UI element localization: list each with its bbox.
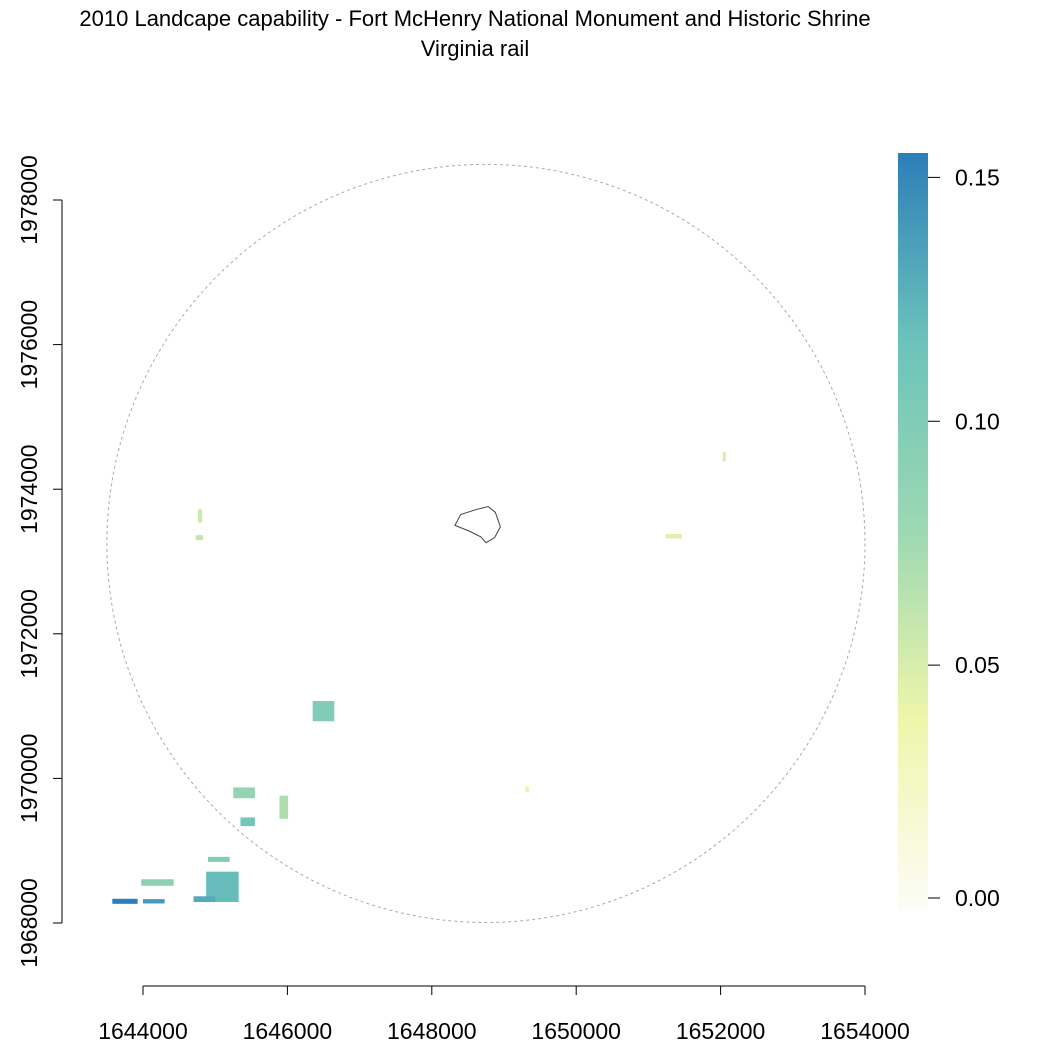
x-tick-label: 1646000 xyxy=(243,1018,333,1044)
y-tick-label: 1976000 xyxy=(16,300,42,390)
raster-patch xyxy=(312,701,335,722)
colorbar-tick-label: 0.15 xyxy=(955,164,1000,190)
buffer-circle xyxy=(106,163,866,923)
raster-patch xyxy=(112,898,138,904)
colorbar-gradient xyxy=(898,153,928,909)
x-tick-label: 1654000 xyxy=(820,1018,910,1044)
y-axis-ticks: 1968000 1970000 1972000 1974000 1976000 19780… xyxy=(16,155,62,968)
y-tick-label: 1970000 xyxy=(16,734,42,824)
raster-patch xyxy=(233,787,255,799)
raster-patch xyxy=(197,509,203,523)
chart-title: 2010 Landcape capability - Fort McHenry … xyxy=(79,6,870,31)
x-axis-ticks: 1644000 1646000 1648000 1650000 1652000 16540… xyxy=(98,986,910,1044)
y-tick-label: 1972000 xyxy=(16,589,42,679)
y-tick-label: 1974000 xyxy=(16,444,42,534)
colorbar-ticks: 0.00 0.05 0.10 0.15 xyxy=(928,164,1000,911)
chart-subtitle: Virginia rail xyxy=(421,36,529,61)
y-tick-label: 1968000 xyxy=(16,878,42,968)
raster-patch xyxy=(207,856,230,862)
raster-patch xyxy=(240,817,255,827)
raster-patch xyxy=(722,451,726,462)
colorbar-tick-label: 0.00 xyxy=(955,885,1000,911)
capability-raster xyxy=(112,451,726,904)
x-tick-label: 1652000 xyxy=(676,1018,766,1044)
raster-patch xyxy=(141,879,174,886)
park-boundary xyxy=(454,506,501,544)
raster-patch xyxy=(525,786,529,793)
color-legend: 0.00 0.05 0.10 0.15 xyxy=(898,153,1000,911)
x-tick-label: 1648000 xyxy=(387,1018,477,1044)
raster-patch xyxy=(195,535,203,541)
raster-patch xyxy=(193,896,216,903)
raster-patch xyxy=(279,795,289,819)
colorbar-tick-label: 0.05 xyxy=(955,652,1000,678)
x-tick-label: 1650000 xyxy=(531,1018,621,1044)
raster-patch xyxy=(143,899,165,904)
y-tick-label: 1978000 xyxy=(16,155,42,245)
raster-patch xyxy=(665,534,682,539)
x-tick-label: 1644000 xyxy=(98,1018,188,1044)
colorbar-tick-label: 0.10 xyxy=(955,408,1000,434)
